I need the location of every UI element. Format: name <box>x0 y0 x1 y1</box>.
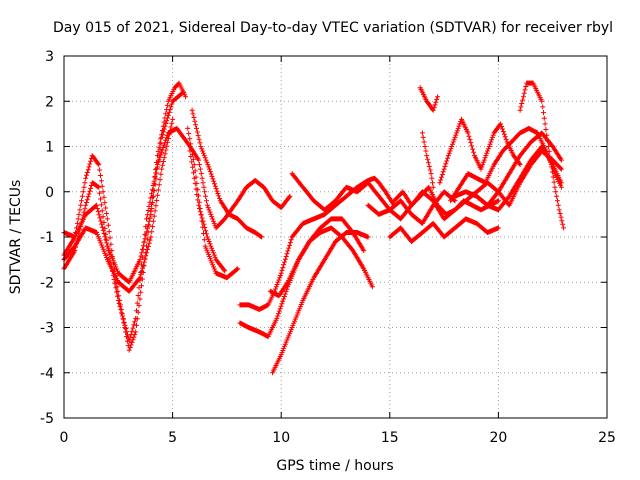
series-points <box>387 216 501 244</box>
series-points <box>189 107 265 240</box>
series-points <box>437 116 523 186</box>
data-series <box>187 144 293 231</box>
y-tick-label: 0 <box>45 185 54 201</box>
y-tick-label: -2 <box>40 275 54 291</box>
data-series <box>61 89 186 285</box>
data-series <box>189 107 265 240</box>
series-points <box>417 85 441 113</box>
series-points <box>419 130 436 190</box>
x-ticks: 0 5 10 15 20 25 <box>60 56 616 446</box>
series-points <box>187 148 228 274</box>
plot-points <box>61 80 567 376</box>
y-axis-label: SDTVAR / TECUs <box>8 180 24 295</box>
chart-title: Day 015 of 2021, Sidereal Day-to-day VTE… <box>53 20 613 36</box>
data-series <box>387 216 501 244</box>
data-series <box>517 80 567 231</box>
series-points <box>187 144 293 231</box>
series-points <box>517 80 567 231</box>
data-series <box>267 225 375 299</box>
x-tick-label: 10 <box>272 430 290 446</box>
series-points <box>61 89 186 285</box>
data-series <box>61 80 189 353</box>
y-ticks: 3 2 1 0 -1 -2 -3 -4 -5 <box>40 49 607 427</box>
x-tick-label: 20 <box>489 430 507 446</box>
data-series <box>419 130 436 190</box>
series-points <box>270 230 371 376</box>
y-tick-label: -5 <box>40 411 54 427</box>
y-tick-label: 3 <box>45 49 54 65</box>
data-series <box>474 144 564 213</box>
data-series <box>187 148 228 274</box>
y-tick-label: 2 <box>45 94 54 110</box>
x-axis-label: GPS time / hours <box>276 458 393 474</box>
data-series <box>237 175 397 312</box>
y-tick-label: -3 <box>40 321 54 337</box>
y-tick-label: -4 <box>40 366 54 382</box>
data-series <box>417 85 441 113</box>
y-tick-label: 1 <box>45 140 54 156</box>
y-tick-label: -1 <box>40 230 54 246</box>
series-points <box>237 175 397 312</box>
data-series <box>270 230 371 376</box>
data-series <box>437 116 523 186</box>
x-tick-label: 0 <box>60 430 69 446</box>
data-series <box>185 125 241 281</box>
x-tick-label: 25 <box>598 430 616 446</box>
x-tick-label: 15 <box>381 430 399 446</box>
series-points <box>61 80 189 353</box>
series-points <box>474 144 564 213</box>
series-points <box>267 225 375 299</box>
x-tick-label: 5 <box>168 430 177 446</box>
series-points <box>185 125 241 281</box>
